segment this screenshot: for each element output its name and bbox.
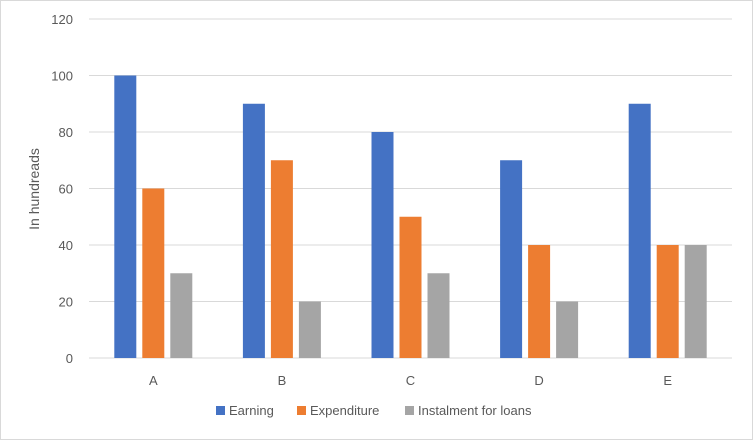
legend-swatch <box>405 406 414 415</box>
legend: Earning Expenditure Instalment for loans <box>216 403 532 418</box>
bar-expenditure-b <box>270 160 293 358</box>
legend-label: Expenditure <box>310 403 379 418</box>
x-tick-label: C <box>406 373 415 388</box>
bars <box>114 75 707 358</box>
y-tick-label: 60 <box>59 182 73 197</box>
legend-swatch <box>216 406 225 415</box>
y-axis-ticks: 0 20 40 60 80 100 120 <box>51 12 73 366</box>
bar-expenditure-e <box>656 245 679 358</box>
bar-instalment-for-loans-a <box>170 273 193 358</box>
bar-expenditure-d <box>528 245 551 358</box>
legend-swatch <box>297 406 306 415</box>
y-tick-label: 100 <box>51 69 73 84</box>
x-tick-label: D <box>534 373 543 388</box>
x-tick-label: A <box>149 373 158 388</box>
bar-expenditure-c <box>399 216 422 358</box>
x-tick-label: E <box>663 373 672 388</box>
bar-instalment-for-loans-e <box>684 245 707 358</box>
bar-instalment-for-loans-d <box>556 301 579 358</box>
bar-earning-e <box>628 103 651 358</box>
legend-label: Instalment for loans <box>418 403 532 418</box>
y-tick-label: 0 <box>66 351 73 366</box>
y-axis-label: In hundreads <box>26 148 42 230</box>
x-tick-label: B <box>278 373 287 388</box>
x-axis-ticks: A B C D E <box>149 373 672 388</box>
y-tick-label: 40 <box>59 238 73 253</box>
bar-earning-d <box>500 160 523 358</box>
bar-instalment-for-loans-c <box>427 273 450 358</box>
legend-label: Earning <box>229 403 274 418</box>
bar-earning-b <box>242 103 265 358</box>
y-tick-label: 120 <box>51 12 73 27</box>
y-tick-label: 80 <box>59 125 73 140</box>
bar-earning-c <box>371 132 394 358</box>
bar-earning-a <box>114 75 137 358</box>
bar-expenditure-a <box>142 188 165 358</box>
bar-instalment-for-loans-b <box>298 301 321 358</box>
y-tick-label: 20 <box>59 295 73 310</box>
